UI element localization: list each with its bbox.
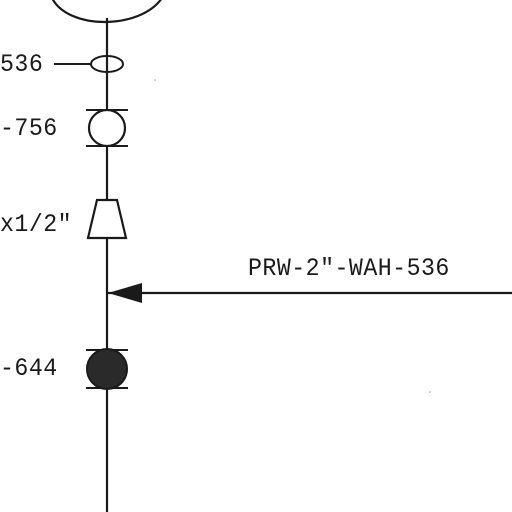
flow-arrow — [108, 283, 142, 303]
tag-label-536: 536 — [0, 50, 44, 79]
scan-speck — [154, 79, 156, 81]
reducer-label: x1/2" — [0, 210, 73, 239]
scan-speck — [429, 391, 431, 393]
vessel-outline — [52, 0, 162, 23]
line-spec-label: PRW-2"-WAH-536 — [248, 254, 450, 283]
valve-644-body — [86, 348, 128, 390]
instrument-ellipse — [90, 55, 124, 73]
reducer-symbol — [86, 198, 128, 240]
valve-756-body — [87, 108, 127, 148]
tag-label-756: -756 — [0, 114, 58, 143]
tag-label-644: -644 — [0, 354, 58, 383]
